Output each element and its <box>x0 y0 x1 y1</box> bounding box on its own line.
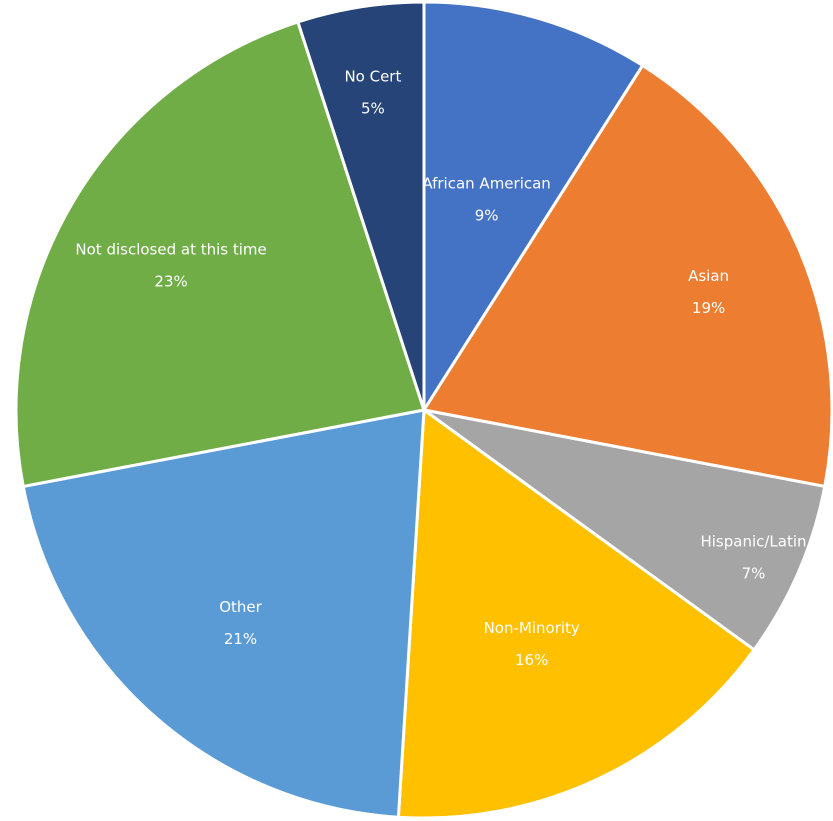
slice-label-other: Other <box>219 598 262 616</box>
slice-value-african-american: 9% <box>475 207 499 225</box>
slice-value-asian: 19% <box>692 299 725 317</box>
slice-value-not-disclosed-at-this-time: 23% <box>154 273 187 291</box>
pie-slice-hispanic-latin <box>423 408 827 652</box>
slice-value-hispanic-latin: 7% <box>742 565 766 583</box>
labels-layer: African American 9% Asian 19% Hispanic/Latin… <box>75 68 806 669</box>
pie-slice-no-cert <box>296 0 426 411</box>
slice-value-non-minority: 16% <box>515 651 548 669</box>
pie-slice-african-american <box>422 0 645 416</box>
slice-label-asian: Asian <box>688 267 729 285</box>
slice-value-no-cert: 5% <box>361 100 385 118</box>
pie-slice-other <box>21 408 426 819</box>
slice-value-other: 21% <box>224 630 257 648</box>
pie-slice-asian <box>421 63 833 489</box>
slice-label-no-cert: No Cert <box>344 68 401 86</box>
pie-slice-non-minority <box>396 407 757 820</box>
slice-label-hispanic-latin: Hispanic/Latin <box>700 533 806 551</box>
slice-label-not-disclosed-at-this-time: Not disclosed at this time <box>75 241 266 259</box>
slice-label-african-american: African American <box>422 175 550 193</box>
pie-slice-not-disclosed-at-this-time <box>14 20 426 489</box>
slices-layer <box>14 0 833 820</box>
slice-label-non-minority: Non-Minority <box>484 619 580 637</box>
